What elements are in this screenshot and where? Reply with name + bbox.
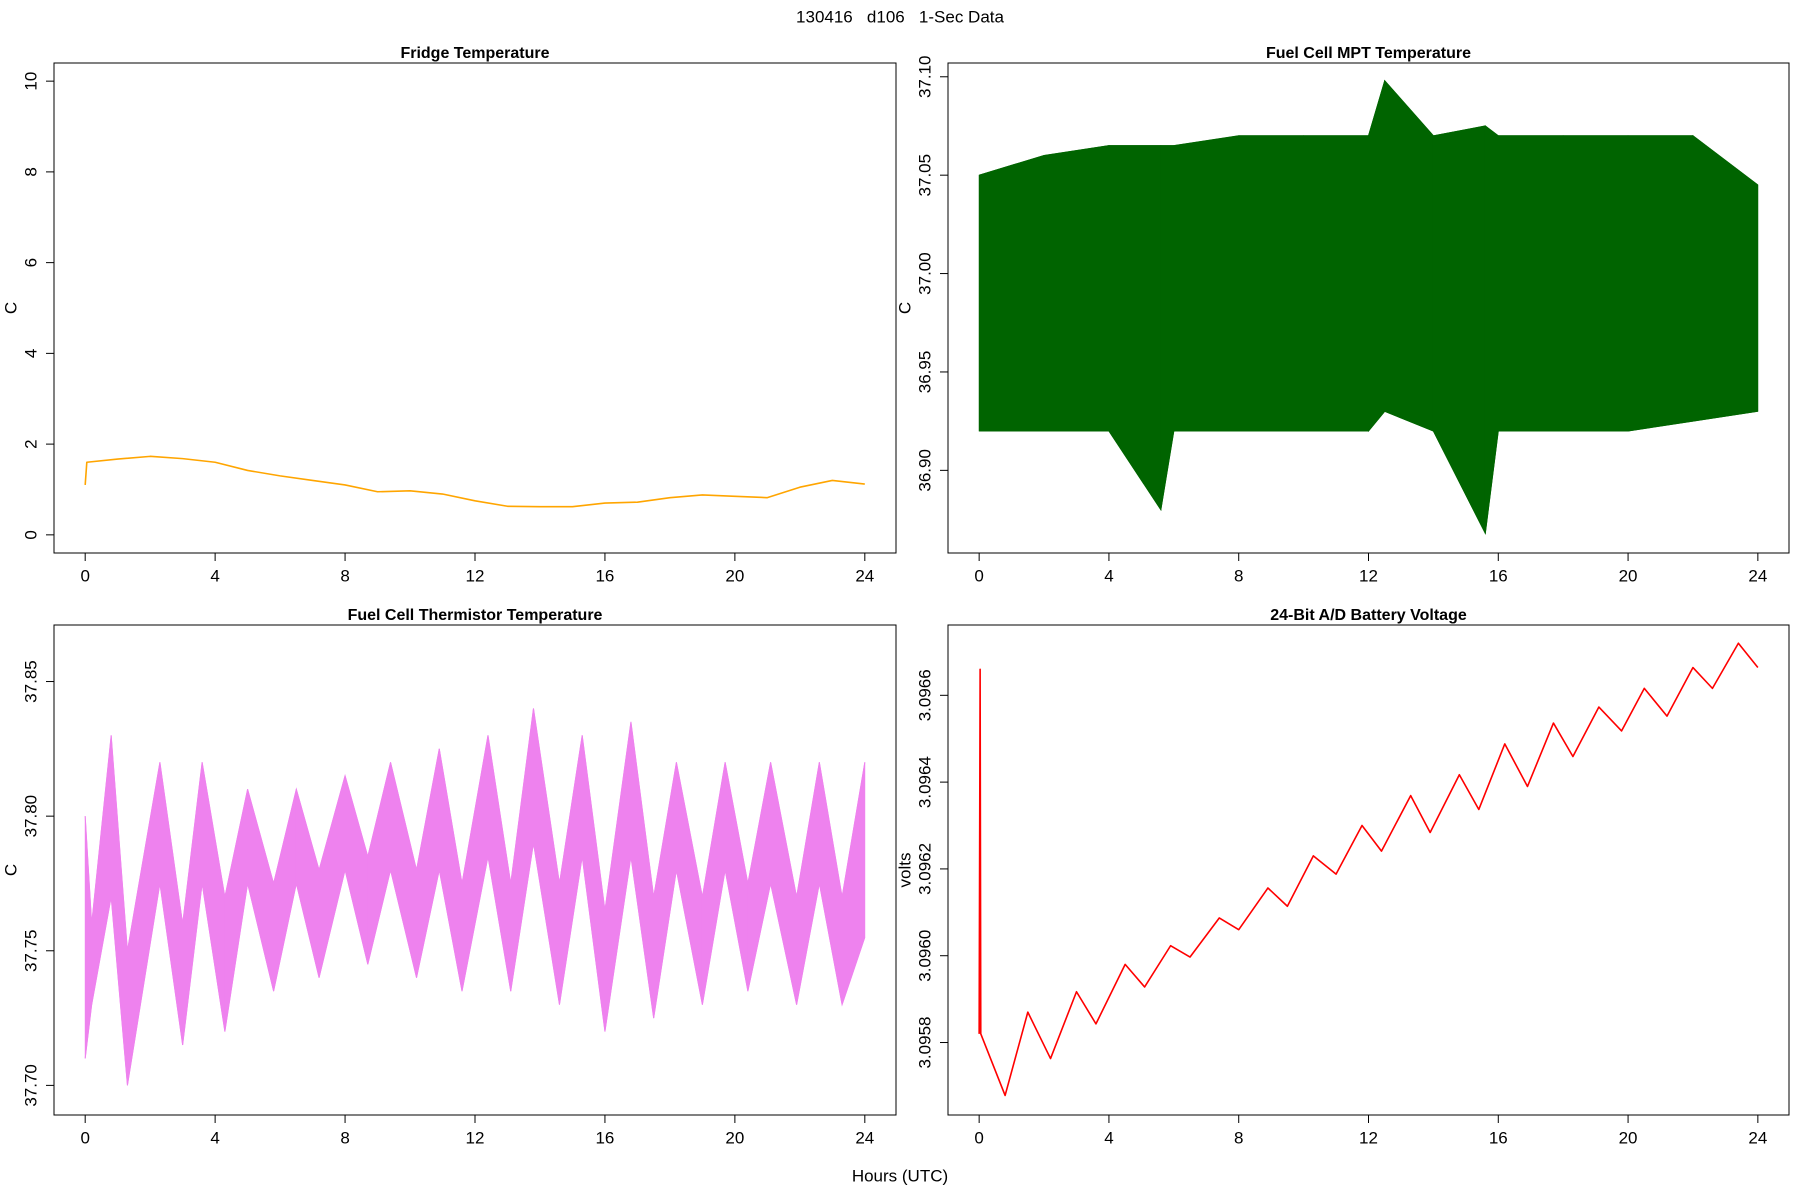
x-tick-label: 12 [466, 566, 485, 585]
y-tick-label: 6 [21, 258, 40, 267]
band-segment [1303, 135, 1369, 432]
y-tick-label: 36.90 [915, 449, 934, 492]
y-tick-label: 3.0960 [915, 930, 934, 982]
x-tick-label: 20 [1619, 1128, 1638, 1147]
band-edge-high [84, 708, 866, 951]
x-tick-label: 12 [466, 1128, 485, 1147]
y-axis-label: C [895, 302, 914, 314]
x-tick-label: 16 [1489, 1128, 1508, 1147]
x-tick-label: 20 [1619, 566, 1638, 585]
y-tick-label: 3.0964 [915, 756, 934, 808]
band-segment [1173, 135, 1240, 432]
band-edge-high [979, 79, 1759, 186]
band-edge-low [979, 410, 1758, 535]
y-tick-label: 4 [21, 349, 40, 358]
band-segment [1692, 135, 1759, 422]
y-tick-label: 3.0962 [915, 843, 934, 895]
x-axis-label: Hours (UTC) [852, 1166, 948, 1185]
x-tick-label: 24 [1748, 566, 1767, 585]
panel-title: Fuel Cell MPT Temperature [1266, 45, 1471, 62]
band-edge-low [84, 843, 866, 1086]
y-tick-label: 37.70 [21, 1064, 40, 1107]
x-tick-label: 4 [1104, 1128, 1113, 1147]
y-tick-label: 37.75 [21, 929, 40, 972]
y-tick-label: 37.10 [915, 56, 934, 99]
y-tick-label: 3.0958 [915, 1017, 934, 1069]
x-tick-label: 0 [80, 566, 89, 585]
y-tick-label: 10 [21, 72, 40, 91]
y-tick-label: 0 [21, 530, 40, 539]
x-tick-label: 16 [1489, 566, 1508, 585]
x-tick-label: 8 [340, 566, 349, 585]
y-tick-label: 8 [21, 167, 40, 176]
y-tick-label: 37.05 [915, 154, 934, 197]
y-tick-label: 2 [21, 439, 40, 448]
band-segment [1384, 79, 1434, 432]
band-segment [1238, 135, 1305, 432]
y-axis-label: C [1, 302, 20, 314]
band-segment [1497, 135, 1564, 432]
x-tick-label: 4 [1104, 566, 1113, 585]
x-tick-label: 4 [210, 566, 219, 585]
x-tick-label: 24 [1748, 1128, 1767, 1147]
x-tick-label: 0 [974, 1128, 983, 1147]
x-tick-label: 20 [725, 1128, 744, 1147]
y-tick-label: 3.0966 [915, 669, 934, 721]
x-tick-label: 8 [1234, 1128, 1243, 1147]
y-axis-label: C [1, 864, 20, 876]
panel-title: Fridge Temperature [400, 45, 549, 62]
band-segment [1368, 80, 1386, 433]
x-tick-label: 0 [974, 566, 983, 585]
x-tick-label: 12 [1359, 1128, 1378, 1147]
band-segment [978, 154, 1045, 432]
x-tick-label: 16 [595, 1128, 614, 1147]
panel-title: Fuel Cell Thermistor Temperature [348, 607, 603, 624]
x-tick-label: 24 [855, 566, 874, 585]
band-segment [1562, 135, 1629, 432]
y-tick-label: 37.85 [21, 660, 40, 703]
x-tick-label: 20 [725, 566, 744, 585]
y-axis-label: volts [895, 853, 914, 888]
y-tick-label: 37.00 [915, 252, 934, 295]
x-tick-label: 8 [340, 1128, 349, 1147]
y-tick-label: 36.95 [915, 351, 934, 394]
x-tick-label: 0 [80, 1128, 89, 1147]
x-tick-label: 4 [210, 1128, 219, 1147]
data-line [84, 455, 865, 508]
band-segment [1627, 135, 1694, 432]
band-segment [1043, 145, 1110, 432]
y-tick-label: 37.80 [21, 795, 40, 838]
panel-title: 24-Bit A/D Battery Voltage [1270, 607, 1467, 624]
x-tick-label: 16 [595, 566, 614, 585]
x-tick-label: 24 [855, 1128, 874, 1147]
x-tick-label: 8 [1234, 566, 1243, 585]
figure-title: 130416 d106 1-Sec Data [796, 7, 1004, 26]
x-tick-label: 12 [1359, 566, 1378, 585]
data-line [978, 642, 1759, 1097]
